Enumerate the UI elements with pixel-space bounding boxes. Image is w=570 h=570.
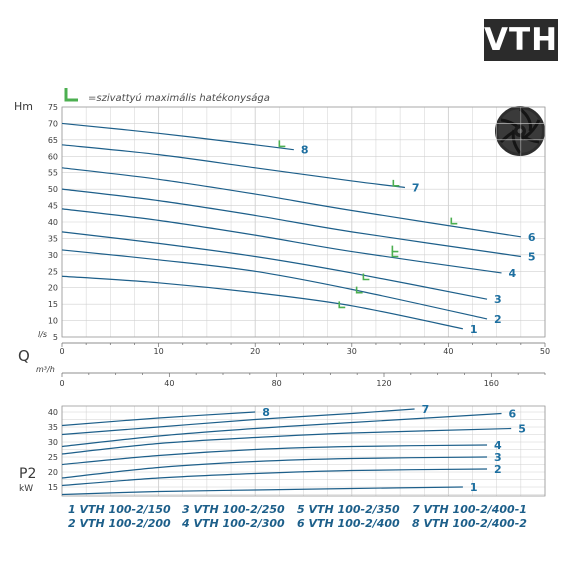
head-curve-2 — [61, 249, 488, 320]
head-curve-label-8: 8 — [301, 144, 309, 157]
brand-logo: VTH — [484, 19, 558, 61]
head-curve-label-5: 5 — [528, 251, 536, 264]
power-curve-label-4: 4 — [494, 439, 502, 452]
flow-m3h-tick-label: 120 — [376, 379, 391, 388]
model-legend-item: 6 VTH 100-2/400 — [297, 517, 400, 530]
power-y-tick-label: 20 — [48, 468, 58, 477]
head-y-tick-label: 45 — [48, 202, 58, 211]
head-y-tick-label: 75 — [48, 103, 58, 112]
power-curve-5 — [61, 427, 512, 455]
power-curve-label-6: 6 — [509, 408, 517, 421]
power-curve-label-2: 2 — [494, 463, 502, 476]
head-y-tick-label: 55 — [48, 169, 58, 178]
flow-unit-ls: l/s — [38, 330, 48, 339]
model-legend-item: 4 VTH 100-2/300 — [182, 517, 285, 530]
power-curve-8 — [61, 411, 256, 427]
head-y-tick-label: 60 — [48, 152, 58, 161]
power-curve-7 — [61, 408, 415, 436]
power-curve-6 — [61, 412, 502, 448]
head-y-tick-label: 20 — [48, 284, 58, 293]
model-legend-item: 1 VTH 100-2/150 — [68, 503, 171, 516]
flow-m3h-tick-label: 0 — [59, 379, 64, 388]
power-curve-label-1: 1 — [470, 481, 478, 494]
head-curve-label-7: 7 — [412, 182, 420, 195]
flow-ls-tick-label: 40 — [443, 347, 453, 356]
flow-ls-tick-label: 50 — [540, 347, 550, 356]
head-plot-frame — [61, 106, 546, 338]
head-curve-label-3: 3 — [494, 293, 502, 306]
efficiency-marker-6 — [450, 217, 458, 225]
flow-ls-tick-label: 10 — [154, 347, 164, 356]
head-curve-4 — [61, 208, 502, 274]
head-curve-6 — [61, 167, 521, 238]
power-curve-label-5: 5 — [518, 423, 526, 436]
efficiency-marker-5 — [391, 245, 399, 253]
power-curve-2 — [61, 468, 488, 487]
power-y-tick-label: 15 — [48, 483, 58, 492]
power-y-tick-label: 30 — [48, 438, 58, 447]
efficiency-marker-icon — [64, 88, 78, 102]
power-curve-label-7: 7 — [422, 403, 430, 416]
power-y-tick-label: 25 — [48, 453, 58, 462]
head-curve-label-6: 6 — [528, 231, 536, 244]
model-legend-item: 8 VTH 100-2/400-2 — [412, 517, 527, 530]
efficiency-marker-8 — [278, 140, 286, 148]
model-legend-item: 5 VTH 100-2/350 — [297, 503, 400, 516]
head-y-tick-label: 30 — [48, 251, 58, 260]
flow-ls-tick-label: 0 — [59, 347, 64, 356]
head-axis-label: Hm — [14, 100, 33, 113]
efficiency-marker-7 — [392, 179, 400, 187]
efficiency-marker-2 — [355, 286, 363, 294]
power-plot-frame — [61, 405, 546, 497]
head-curve-label-2: 2 — [494, 313, 502, 326]
head-curve-label-1: 1 — [470, 323, 478, 336]
power-y-tick-label: 35 — [48, 423, 58, 432]
head-y-tick-label: 70 — [48, 119, 58, 128]
efficiency-marker-3 — [362, 273, 370, 281]
flow-axis-symbol: Q — [18, 347, 30, 365]
power-curve-label-3: 3 — [494, 451, 502, 464]
power-axis-symbol: P2 — [19, 466, 37, 482]
power-curve-4 — [61, 444, 488, 466]
head-curve-7 — [61, 144, 406, 189]
efficiency-legend-note: =szivattyú maximális hatékonysága — [88, 93, 270, 104]
model-legend-item: 3 VTH 100-2/250 — [182, 503, 285, 516]
model-legend-item: 2 VTH 100-2/200 — [68, 517, 171, 530]
flow-m3h-tick-label: 80 — [272, 379, 282, 388]
head-y-tick-label: 25 — [48, 267, 58, 276]
head-y-tick-label: 65 — [48, 136, 58, 145]
power-curve-1 — [61, 486, 463, 496]
head-y-tick-label: 40 — [48, 218, 58, 227]
head-y-tick-label: 10 — [48, 317, 58, 326]
flow-ls-tick-label: 20 — [250, 347, 260, 356]
power-y-tick-label: 40 — [48, 408, 58, 417]
head-curve-3 — [61, 231, 488, 300]
flow-m3h-tick-label: 160 — [484, 379, 499, 388]
brand-logo-text: VTH — [484, 22, 559, 58]
head-y-tick-label: 15 — [48, 300, 58, 309]
power-axis-unit: kW — [19, 484, 34, 494]
head-y-tick-label: 5 — [53, 333, 58, 342]
flow-ls-tick-label: 30 — [347, 347, 357, 356]
efficiency-marker-1 — [338, 301, 346, 309]
head-curve-8 — [61, 122, 294, 151]
head-curve-1 — [61, 275, 464, 330]
flow-m3h-tick-label: 40 — [164, 379, 174, 388]
head-curve-5 — [61, 188, 521, 258]
head-y-tick-label: 50 — [48, 185, 58, 194]
power-curve-3 — [61, 456, 488, 479]
power-curve-label-8: 8 — [262, 406, 270, 419]
efficiency-marker-4 — [391, 250, 399, 258]
model-legend-item: 7 VTH 100-2/400-1 — [412, 503, 527, 516]
head-y-tick-label: 35 — [48, 234, 58, 243]
flow-unit-m3h: m³/h — [36, 365, 55, 374]
head-curve-label-4: 4 — [509, 267, 517, 280]
